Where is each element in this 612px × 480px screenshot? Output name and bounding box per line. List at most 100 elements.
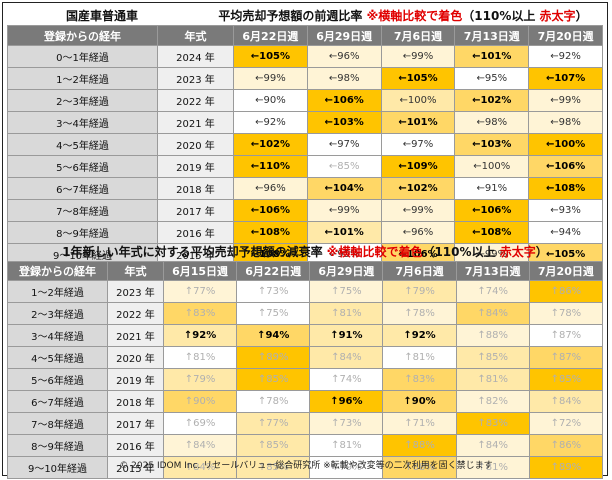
ratio-cell: ←104% bbox=[306, 177, 382, 200]
ratio-cell: ↑83% bbox=[382, 368, 457, 391]
ratio-cell: ←106% bbox=[233, 199, 308, 222]
column-header: 7月6日週 bbox=[382, 261, 457, 281]
table-row: 2～3年経過 2022 年 ↑83% ↑75% ↑81% ↑78% ↑84% ↑78% bbox=[7, 302, 604, 325]
age-label: 9～10年経過 bbox=[7, 243, 158, 266]
table-row: 5～6年経過 2019 年 ↑79% ↑85% ↑74% ↑83% ↑81% ↑85% bbox=[7, 368, 604, 391]
ratio-cell: ←108% bbox=[233, 221, 308, 244]
ratio-cell: ←99% bbox=[233, 67, 308, 90]
ratio-cell: ↑75% bbox=[309, 280, 384, 303]
age-label: 8～9年経過 bbox=[7, 434, 108, 457]
ratio-cell: ←100% bbox=[380, 89, 456, 112]
ratio-cell: ←103% bbox=[454, 133, 530, 156]
age-label: 5～6年経過 bbox=[7, 368, 108, 391]
ratio-cell: ←106% bbox=[306, 89, 382, 112]
column-header: 6月22日週 bbox=[236, 261, 311, 281]
ratio-cell: ←93% bbox=[528, 199, 603, 222]
model-year: 2017 年 bbox=[107, 412, 164, 435]
ratio-cell: ←108% bbox=[528, 177, 603, 200]
ratio-cell: ↑85% bbox=[236, 368, 311, 391]
ratio-cell: ←103% bbox=[306, 111, 382, 134]
age-label: 2～3年経過 bbox=[7, 89, 158, 112]
ratio-cell: ←108% bbox=[454, 221, 530, 244]
table-row: 3～4年経過 2021 年 ←92% ←103% ←101% ←98% ←98% bbox=[7, 111, 603, 134]
category-title: 国産車普通車 bbox=[65, 9, 138, 23]
age-label: 3～4年経過 bbox=[7, 324, 108, 347]
ratio-cell: ←101% bbox=[454, 45, 530, 68]
table-row: 2～3年経過 2022 年 ←90% ←106% ←100% ←102% ←99% bbox=[7, 89, 603, 112]
model-year: 2015 年 bbox=[107, 456, 164, 479]
ratio-cell: ←90% bbox=[233, 89, 308, 112]
ratio-cell: ↑88% bbox=[382, 434, 457, 457]
table-row: 8～9年経過 2016 年 ←108% ←101% ←96% ←108% ←94% bbox=[7, 221, 603, 244]
table-row: 9～10年経過 2015 年 ↑84% ↑85% ↑79% ↑88% ↑81% ↑89% bbox=[7, 456, 604, 479]
ratio-cell: ←106% bbox=[380, 243, 456, 266]
age-label: 2～3年経過 bbox=[7, 302, 108, 325]
ratio-cell: ↑77% bbox=[162, 280, 238, 303]
table-row: 7～8年経過 2017 年 ↑69% ↑77% ↑73% ↑71% ↑83% ↑72% bbox=[7, 412, 604, 435]
table-row: 4～5年経過 2020 年 ←102% ←97% ←97% ←103% ←100% bbox=[7, 133, 603, 156]
top-table: 登録からの経年 年式 6月22日週 6月29日週 7月6日週 7月13日週 7月20日週 0～… bbox=[7, 25, 603, 266]
top-title-main: 平均売却予想額の前週比率 bbox=[218, 9, 363, 23]
ratio-cell: ←106% bbox=[454, 199, 530, 222]
column-header: 年式 bbox=[107, 261, 164, 281]
ratio-cell: ↑90% bbox=[382, 390, 457, 413]
ratio-cell: ←110% bbox=[233, 155, 308, 178]
column-header: 年式 bbox=[157, 25, 234, 46]
ratio-cell: ←99% bbox=[528, 89, 603, 112]
column-header: 6月29日週 bbox=[306, 25, 382, 46]
model-year: 2023 年 bbox=[107, 280, 164, 303]
ratio-cell: ↑90% bbox=[162, 390, 238, 413]
ratio-cell: ←100% bbox=[454, 155, 530, 178]
age-label: 6～7年経過 bbox=[7, 177, 158, 200]
ratio-cell: ↑84% bbox=[455, 302, 530, 325]
model-year: 2018 年 bbox=[157, 177, 234, 200]
top-title-note: ※横軸比較で着色 bbox=[366, 9, 463, 23]
ratio-cell: ↑79% bbox=[382, 280, 457, 303]
bottom-title-note: ※横軸比較で着色 bbox=[326, 245, 423, 259]
age-label: 0～1年経過 bbox=[7, 45, 158, 68]
age-label: 8～9年経過 bbox=[7, 221, 158, 244]
ratio-cell: ←107% bbox=[528, 67, 603, 90]
ratio-cell: ↑85% bbox=[528, 368, 604, 391]
ratio-cell: ←102% bbox=[454, 89, 530, 112]
bottom-title-close: ） bbox=[535, 245, 548, 259]
ratio-cell: ↑83% bbox=[455, 412, 530, 435]
ratio-cell: ←97% bbox=[380, 133, 456, 156]
bottom-title-paren: （110%以上 bbox=[422, 245, 496, 259]
table-row: 6～7年経過 2018 年 ←96% ←104% ←102% ←91% ←108% bbox=[7, 177, 603, 200]
table-row: 1～2年経過 2023 年 ←99% ←98% ←105% ←95% ←107% bbox=[7, 67, 603, 90]
bottom-title-red: 赤太字 bbox=[499, 245, 536, 259]
copyright-footer: © 2025 IDOM Inc. リセールバリュー総合研究所 ※転載や改変等の二… bbox=[119, 461, 493, 471]
ratio-cell: ←99% bbox=[380, 199, 456, 222]
bottom-table-title: 1年新しい年式に対する平均売却予想額の減衰率 ※横軸比較で着色（110%以上 赤… bbox=[7, 243, 603, 260]
model-year: 2019 年 bbox=[157, 155, 234, 178]
column-header: 登録からの経年 bbox=[7, 25, 158, 46]
table-row: 0～1年経過 2024 年 ←105% ←96% ←99% ←101% ←92% bbox=[7, 45, 603, 68]
model-year: 2021 年 bbox=[107, 324, 164, 347]
model-year: 2019 年 bbox=[107, 368, 164, 391]
bottom-title-main: 1年新しい年式に対する平均売却予想額の減衰率 bbox=[62, 245, 323, 259]
ratio-cell: ↑77% bbox=[236, 412, 311, 435]
ratio-cell: ↑85% bbox=[236, 434, 311, 457]
ratio-cell: ←85% bbox=[306, 155, 382, 178]
column-header: 7月13日週 bbox=[454, 25, 530, 46]
column-header: 6月15日週 bbox=[162, 261, 238, 281]
ratio-cell: ↑85% bbox=[236, 456, 311, 479]
model-year: 2016 年 bbox=[157, 221, 234, 244]
ratio-cell: ↑78% bbox=[236, 390, 311, 413]
top-title-close: ） bbox=[575, 9, 588, 23]
ratio-cell: ↑72% bbox=[528, 412, 604, 435]
ratio-cell: ←98% bbox=[454, 111, 530, 134]
age-label: 6～7年経過 bbox=[7, 390, 108, 413]
bottom-header-row: 登録からの経年 年式 6月15日週 6月22日週 6月29日週 7月6日週 7月13日週 7月… bbox=[7, 261, 604, 281]
ratio-cell: ↑86% bbox=[528, 434, 604, 457]
ratio-cell: ↑79% bbox=[309, 456, 384, 479]
age-label: 9～10年経過 bbox=[7, 456, 108, 479]
ratio-cell: ←106% bbox=[528, 155, 603, 178]
ratio-cell: ↑89% bbox=[528, 456, 604, 479]
ratio-cell: ←101% bbox=[380, 111, 456, 134]
age-label: 1～2年経過 bbox=[7, 67, 158, 90]
ratio-cell: ↑88% bbox=[455, 324, 530, 347]
column-header: 7月13日週 bbox=[455, 261, 530, 281]
